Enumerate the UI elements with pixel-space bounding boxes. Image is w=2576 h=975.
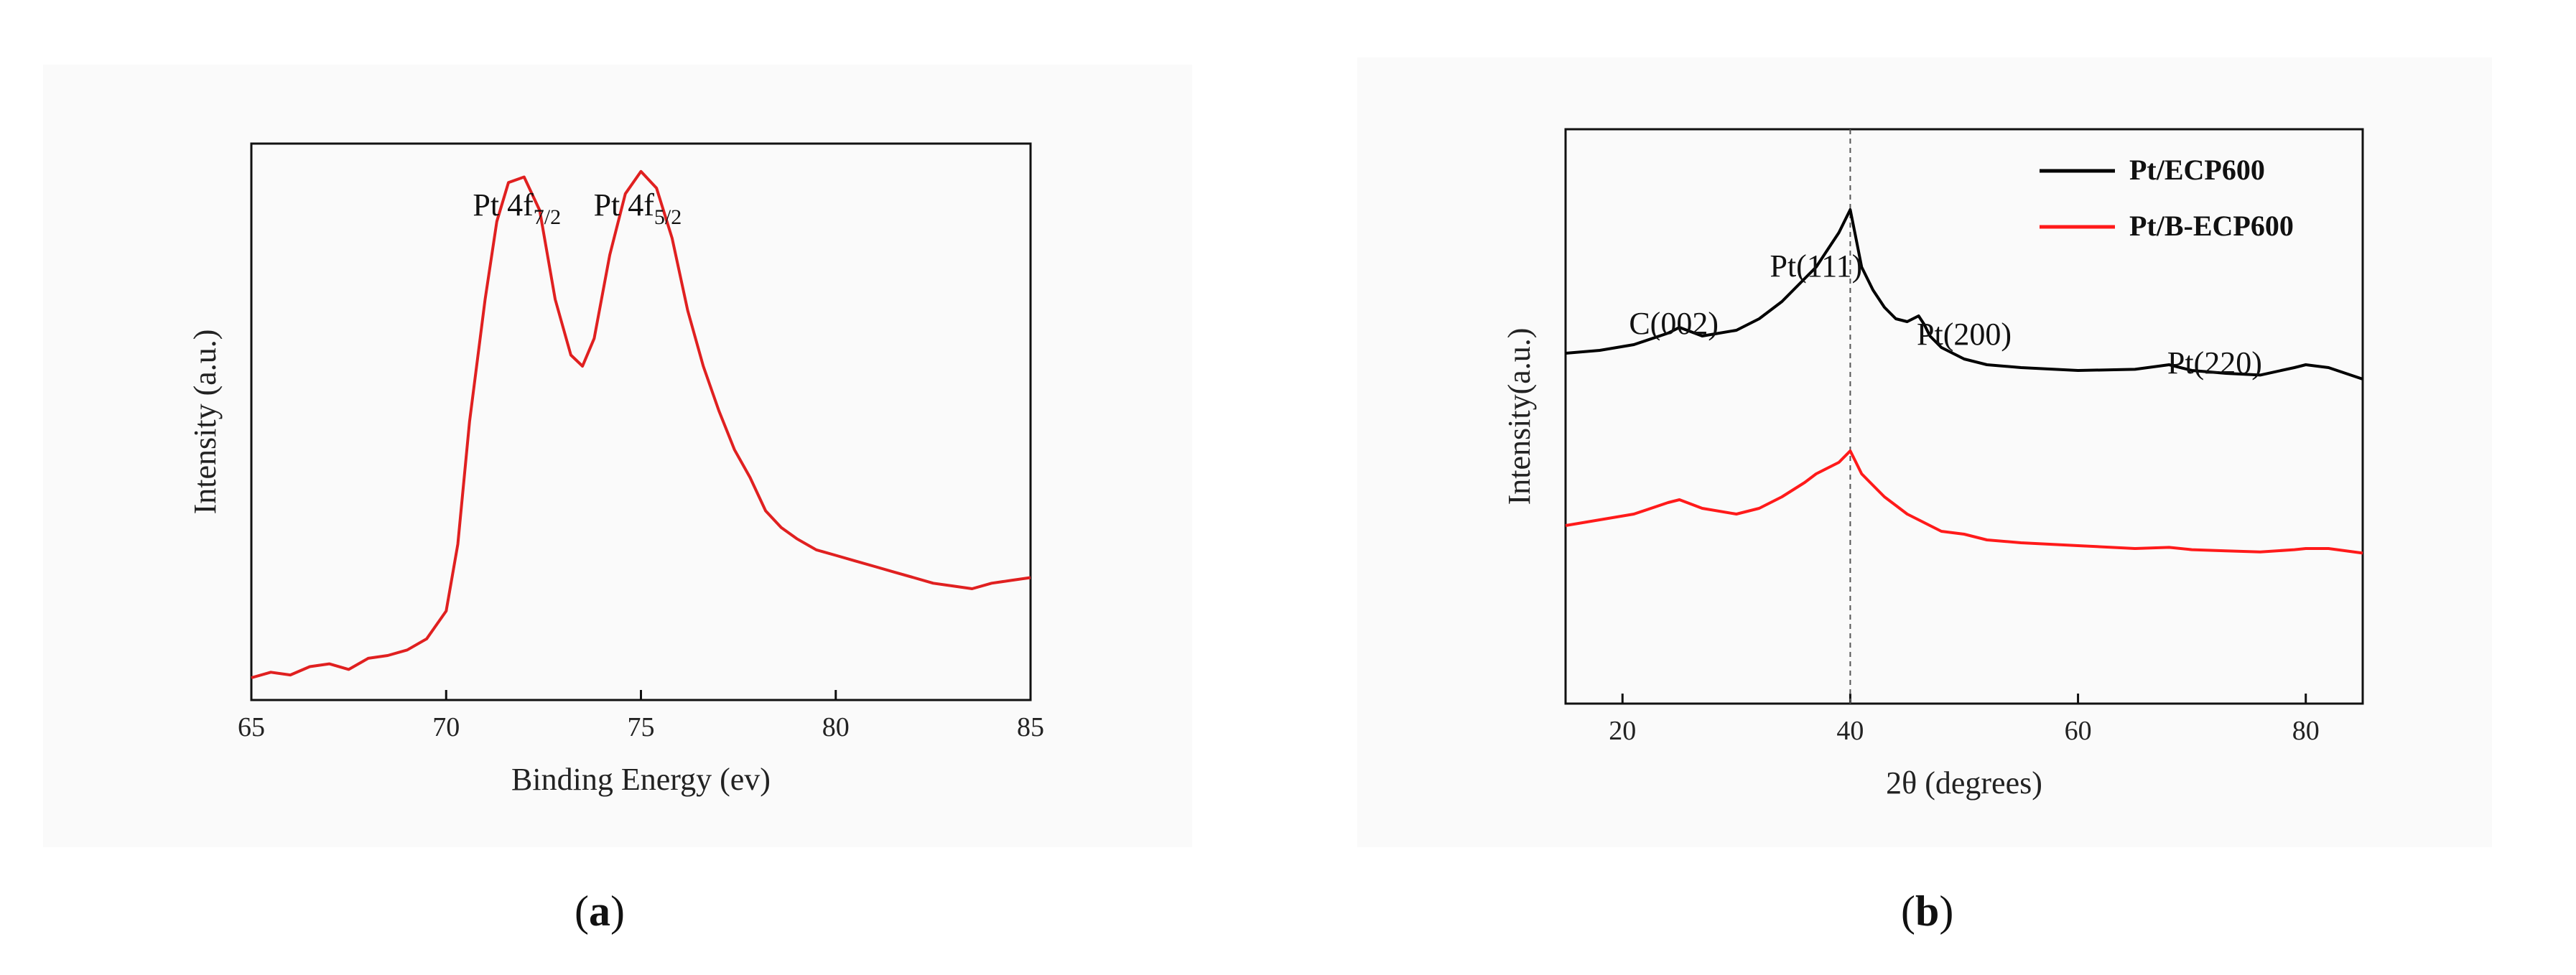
caption-a: (a): [575, 887, 625, 935]
x-tick-label: 60: [2065, 716, 2092, 746]
x-tick-label: 80: [822, 712, 850, 742]
xrd-chart: 20 40 60 80 2θ (degrees) Intensity(a.u.) Pt/EC…: [1502, 128, 2364, 801]
x-tick-label: 65: [238, 712, 265, 742]
x-axis-label: 2θ (degrees): [1886, 765, 2042, 801]
caption-b-label: b: [1915, 887, 1940, 935]
series-line-pt-ecp600: [1565, 208, 2363, 381]
peak-label-pt-4f: Pt 4f5/2: [594, 187, 682, 229]
y-axis-label: Intensity(a.u.): [1502, 328, 1537, 505]
plot-frame: [1564, 128, 2364, 705]
x-tick-label: 75: [628, 712, 655, 742]
caption-a-label: a: [588, 887, 610, 935]
x-tick-label: 70: [432, 712, 460, 742]
xps-chart: 65 70 75 80 85 Binding Energy (ev) Intensity (…: [187, 142, 1044, 797]
peak-label-c002: C(002): [1629, 306, 1719, 341]
caption-b: (b): [1901, 887, 1954, 935]
panel-b: 20 40 60 80 2θ (degrees) Intensity(a.u.) Pt/EC…: [1357, 57, 2492, 847]
peak-label-pt200: Pt(200): [1917, 317, 2012, 352]
series-line-pt-b-ecp600: [1565, 449, 2363, 555]
x-axis-label: Binding Energy (ev): [511, 762, 771, 797]
x-tick-label: 20: [1609, 716, 1636, 746]
plot-frame: [250, 142, 1032, 701]
peak-label-pt-4f: Pt 4f7/2: [473, 187, 561, 229]
legend-label: Pt/ECP600: [2129, 154, 2265, 186]
panel-a: 65 70 75 80 85 Binding Energy (ev) Intensity (…: [43, 65, 1192, 847]
peak-label-pt220: Pt(220): [2167, 345, 2262, 381]
x-tick-label: 85: [1017, 712, 1044, 742]
y-axis-label: Intensity (a.u.): [187, 330, 223, 515]
x-tick-label: 80: [2292, 716, 2320, 746]
x-tick-label: 40: [1836, 716, 1864, 746]
legend-label: Pt/B-ECP600: [2129, 210, 2294, 242]
peak-label-pt111: Pt(111): [1770, 248, 1862, 284]
series-line-curve: [251, 169, 1031, 679]
